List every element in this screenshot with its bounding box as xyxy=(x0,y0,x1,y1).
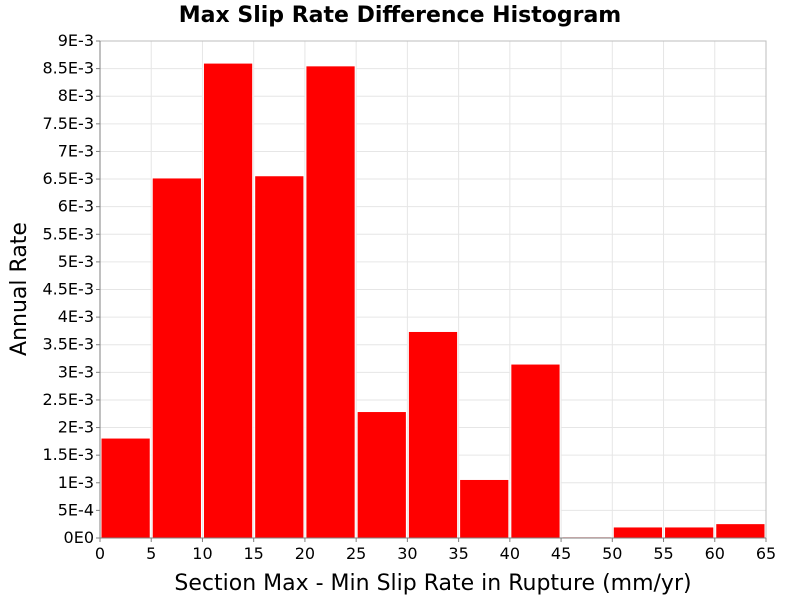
x-tick-label: 35 xyxy=(448,544,468,563)
y-tick-label: 5.5E-3 xyxy=(42,224,94,243)
y-tick-label: 4E-3 xyxy=(58,307,94,326)
chart-title: Max Slip Rate Difference Histogram xyxy=(179,3,621,28)
x-axis-label: Section Max - Min Slip Rate in Rupture (… xyxy=(174,571,691,596)
bars-layer xyxy=(100,62,766,539)
histogram-bar-30-35 xyxy=(407,330,459,539)
histogram-bar-55-60 xyxy=(664,526,715,539)
x-tick-label: 5 xyxy=(146,544,156,563)
x-tick-label: 40 xyxy=(500,544,520,563)
x-tick-label: 45 xyxy=(551,544,571,563)
y-tick-label: 7E-3 xyxy=(58,141,94,160)
y-tick-label: 8E-3 xyxy=(58,86,94,105)
y-tick-label: 8.5E-3 xyxy=(42,59,94,78)
histogram-bar-20-25 xyxy=(305,65,356,539)
histogram-bar-10-15 xyxy=(202,62,254,539)
histogram-bar-5-10 xyxy=(151,177,202,539)
y-axis-label: Annual Rate xyxy=(7,222,32,356)
x-tick-label: 10 xyxy=(192,544,212,563)
x-tick-label: 20 xyxy=(295,544,315,563)
y-tick-label: 5E-3 xyxy=(58,252,94,271)
y-tick-label: 2E-3 xyxy=(58,418,94,437)
x-tick-label: 25 xyxy=(346,544,366,563)
x-tick-layer: 0 5 10 15 20 25 30 35 40 45 50 55 60 65 xyxy=(95,538,776,563)
y-tick-label: 1.5E-3 xyxy=(42,445,94,464)
y-tick-label: 2.5E-3 xyxy=(42,390,94,409)
histogram-bar-0-5 xyxy=(100,437,151,539)
histogram-bar-35-40 xyxy=(459,478,510,539)
histogram-bar-40-45 xyxy=(510,363,561,539)
y-tick-layer: 0E0 5E-4 1E-3 1.5E-3 2E-3 2.5E-3 3E-3 3.5E-3 4E-… xyxy=(42,31,100,547)
x-tick-label: 55 xyxy=(653,544,673,563)
y-tick-label: 6.5E-3 xyxy=(42,169,94,188)
histogram-bar-50-55 xyxy=(612,526,664,539)
x-tick-label: 15 xyxy=(244,544,264,563)
x-tick-label: 65 xyxy=(756,544,776,563)
x-tick-label: 0 xyxy=(95,544,105,563)
y-tick-label: 7.5E-3 xyxy=(42,114,94,133)
histogram-bar-25-30 xyxy=(356,411,407,539)
histogram-bar-15-20 xyxy=(254,175,305,539)
y-tick-label: 3E-3 xyxy=(58,362,94,381)
histogram-bar-60-65 xyxy=(715,523,766,539)
y-tick-label: 5E-4 xyxy=(58,500,94,519)
x-tick-label: 30 xyxy=(397,544,417,563)
y-tick-label: 0E0 xyxy=(64,528,94,547)
y-tick-label: 4.5E-3 xyxy=(42,280,94,299)
y-tick-label: 9E-3 xyxy=(58,31,94,50)
y-tick-label: 1E-3 xyxy=(58,473,94,492)
y-tick-label: 6E-3 xyxy=(58,197,94,216)
y-tick-label: 3.5E-3 xyxy=(42,335,94,354)
x-tick-label: 60 xyxy=(705,544,725,563)
x-tick-label: 50 xyxy=(602,544,622,563)
